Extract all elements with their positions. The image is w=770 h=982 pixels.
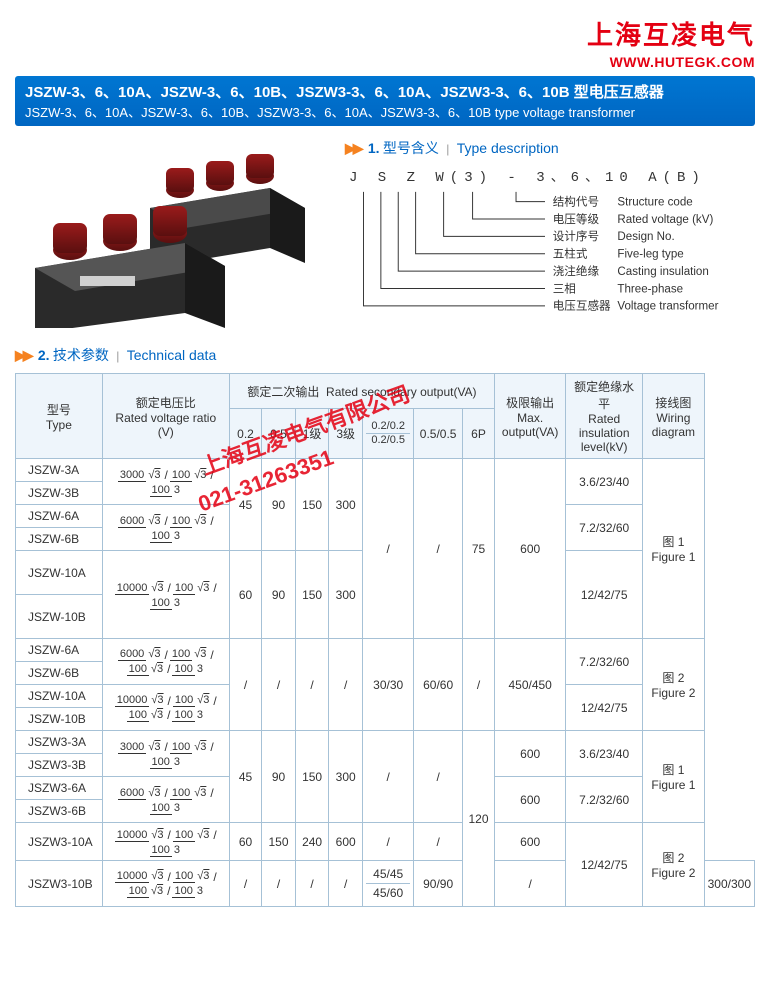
title-en: JSZW-3、6、10A、JSZW-3、6、10B、JSZW3-3、6、10A、… bbox=[25, 102, 745, 121]
title-bar: JSZW-3、6、10A、JSZW-3、6、10B、JSZW3-3、6、10A、… bbox=[15, 76, 755, 126]
svg-text:Three-phase: Three-phase bbox=[617, 283, 683, 295]
svg-text:Voltage transformer: Voltage transformer bbox=[617, 301, 718, 313]
svg-text:Design No.: Design No. bbox=[617, 231, 674, 243]
svg-text:三相: 三相 bbox=[553, 282, 576, 295]
svg-text:Five-leg type: Five-leg type bbox=[617, 249, 683, 261]
svg-text:结构代号: 结构代号 bbox=[553, 194, 599, 208]
svg-text:电压互感器: 电压互感器 bbox=[553, 299, 611, 313]
brand-url: WWW.HUTEGK.COM bbox=[15, 54, 755, 70]
svg-text:Casting insulation: Casting insulation bbox=[617, 266, 708, 278]
svg-text:浇注绝缘: 浇注绝缘 bbox=[553, 264, 600, 278]
svg-text:Structure code: Structure code bbox=[617, 196, 692, 208]
section-1-heading: ▶▶ 1. 型号含义 | Type description bbox=[345, 138, 755, 158]
bracket-diagram: 结构代号 Structure code 电压等级 Rated voltage (kV)… bbox=[345, 190, 745, 330]
type-description: ▶▶ 1. 型号含义 | Type description J S Z W(3)… bbox=[345, 138, 755, 330]
brand-cn: 上海互凌电气 bbox=[15, 15, 755, 52]
title-cn: JSZW-3、6、10A、JSZW-3、6、10B、JSZW3-3、6、10A、… bbox=[25, 81, 745, 102]
svg-text:五柱式: 五柱式 bbox=[553, 247, 588, 261]
svg-text:Rated voltage (kV): Rated voltage (kV) bbox=[617, 214, 713, 226]
product-image bbox=[15, 138, 325, 328]
arrow-icon: ▶▶ bbox=[345, 140, 361, 156]
svg-text:电压等级: 电压等级 bbox=[553, 212, 600, 226]
arrow-icon: ▶▶ bbox=[15, 347, 31, 363]
technical-data-table: 型号Type 额定电压比Rated voltage ratio(V) 额定二次输… bbox=[15, 373, 755, 907]
svg-text:设计序号: 设计序号 bbox=[553, 229, 599, 243]
table-wrap: 上海互凌电气有限公司 021-31263351 型号Type 额定电压比Rate… bbox=[15, 373, 755, 907]
top-section: ▶▶ 1. 型号含义 | Type description J S Z W(3)… bbox=[15, 138, 755, 330]
brand-header: 上海互凌电气 WWW.HUTEGK.COM bbox=[15, 15, 755, 70]
section-2-heading: ▶▶ 2. 技术参数 | Technical data bbox=[15, 345, 755, 365]
model-code: J S Z W(3) - 3、6、10 A(B) bbox=[349, 166, 755, 186]
